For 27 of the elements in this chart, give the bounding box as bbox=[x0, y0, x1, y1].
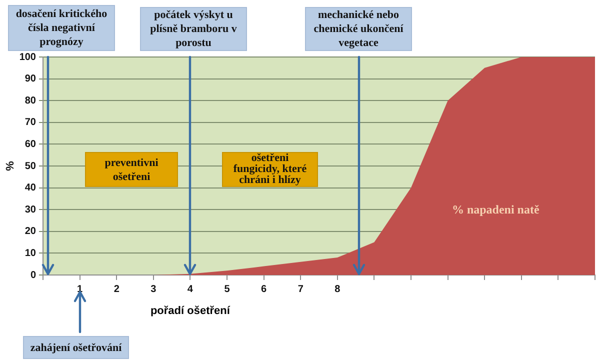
text-box: mechanické nebo chemické ukončení vegetace bbox=[305, 7, 412, 51]
text-box: preventivni ošetřeni bbox=[85, 152, 178, 187]
y-tick-label: 40 bbox=[24, 182, 36, 194]
series-label: % napadeni natě bbox=[452, 202, 540, 218]
x-tick-label: 2 bbox=[114, 284, 120, 295]
y-tick-label: 20 bbox=[24, 226, 36, 238]
x-tick-label: 4 bbox=[187, 284, 194, 295]
text-box: dosačení kritického čísla negativní prognózy bbox=[8, 5, 115, 51]
x-tick-label: 8 bbox=[334, 284, 341, 295]
y-tick-label: 60 bbox=[24, 138, 36, 150]
x-axis-title: pořadí ošetření bbox=[150, 305, 230, 317]
y-axis-title: % bbox=[4, 160, 17, 171]
y-tick-label: 0 bbox=[30, 270, 36, 281]
y-tick-label: 80 bbox=[24, 95, 36, 106]
x-tick-label: 6 bbox=[261, 284, 268, 295]
y-tick-label: 100 bbox=[19, 52, 36, 63]
y-tick-label: 90 bbox=[24, 74, 36, 85]
text-box: počátek výskyt u plísně bramboru v porostu bbox=[140, 7, 247, 51]
x-tick-label: 5 bbox=[224, 284, 230, 295]
y-tick-label: 50 bbox=[24, 160, 36, 172]
y-tick-label: 30 bbox=[24, 204, 36, 216]
x-tick-label: 7 bbox=[298, 284, 304, 295]
text-box: zahájení ošetřování bbox=[23, 336, 129, 359]
y-tick-label: 10 bbox=[24, 248, 36, 259]
x-tick-label: 3 bbox=[150, 284, 157, 295]
y-tick-label: 70 bbox=[24, 117, 36, 128]
text-box: ošetřeni fungicidy, které chráni i hlízy bbox=[222, 152, 318, 187]
